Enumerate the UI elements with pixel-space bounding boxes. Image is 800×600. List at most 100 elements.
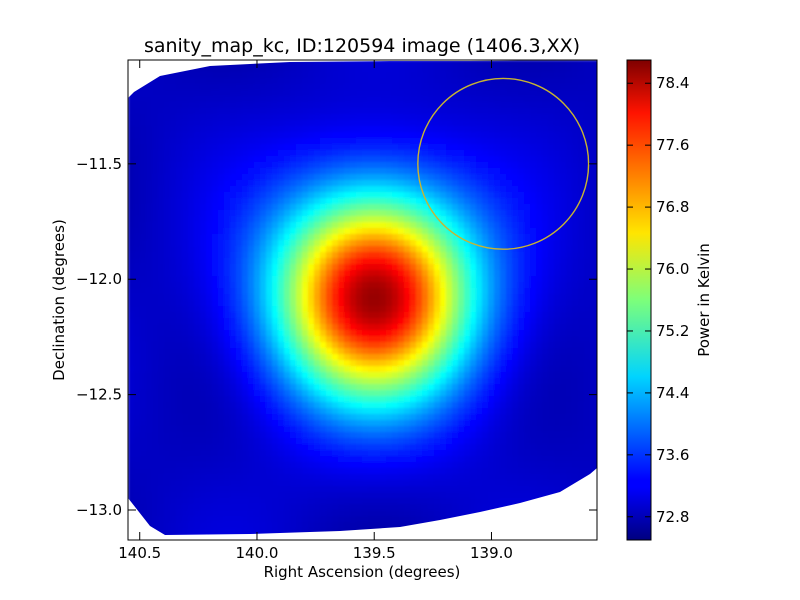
heatmap-cell <box>416 396 423 403</box>
heatmap-cell <box>218 234 225 241</box>
heatmap-cell <box>242 108 249 115</box>
heatmap-cell <box>200 144 207 151</box>
heatmap-cell <box>278 156 285 163</box>
heatmap-cell <box>386 168 393 175</box>
heatmap-cell <box>128 168 135 175</box>
heatmap-cell <box>128 438 135 445</box>
heatmap-cell <box>248 348 255 355</box>
heatmap-cell <box>458 294 465 301</box>
heatmap-cell <box>242 360 249 367</box>
heatmap-cell <box>548 336 555 343</box>
heatmap-cell <box>524 312 531 319</box>
heatmap-cell <box>518 84 525 91</box>
heatmap-cell <box>320 420 327 427</box>
heatmap-cell <box>284 246 291 253</box>
heatmap-cell <box>308 66 315 73</box>
heatmap-cell <box>206 132 213 139</box>
heatmap-cell <box>230 156 237 163</box>
heatmap-cell <box>302 306 309 313</box>
heatmap-cell <box>146 402 153 409</box>
heatmap-cell <box>590 264 597 271</box>
heatmap-cell <box>224 276 231 283</box>
heatmap-cell <box>410 150 417 157</box>
heatmap-cell <box>230 396 237 403</box>
heatmap-cell <box>308 270 315 277</box>
heatmap-cell <box>518 378 525 385</box>
heatmap-cell <box>374 150 381 157</box>
heatmap-cell <box>416 240 423 247</box>
heatmap-cell <box>266 156 273 163</box>
heatmap-cell <box>356 390 363 397</box>
heatmap-cell <box>146 126 153 133</box>
heatmap-cell <box>578 420 585 427</box>
heatmap-cell <box>434 180 441 187</box>
heatmap-cell <box>278 342 285 349</box>
heatmap-cell <box>494 282 501 289</box>
heatmap-cell <box>140 138 147 145</box>
heatmap-cell <box>500 384 507 391</box>
heatmap-cell <box>236 90 243 97</box>
heatmap-cell <box>176 240 183 247</box>
heatmap-cell <box>356 288 363 295</box>
heatmap-cell <box>140 192 147 199</box>
heatmap-cell <box>590 192 597 199</box>
heatmap-cell <box>302 108 309 115</box>
heatmap-cell <box>254 312 261 319</box>
heatmap-cell <box>224 162 231 169</box>
heatmap-cell <box>542 288 549 295</box>
heatmap-cell <box>542 282 549 289</box>
heatmap-cell <box>266 324 273 331</box>
heatmap-cell <box>590 120 597 127</box>
heatmap-cell <box>470 330 477 337</box>
heatmap-cell <box>356 192 363 199</box>
heatmap-cell <box>320 90 327 97</box>
heatmap-cell <box>548 252 555 259</box>
heatmap-cell <box>554 360 561 367</box>
heatmap-cell <box>506 180 513 187</box>
heatmap-cell <box>440 420 447 427</box>
heatmap-cell <box>224 390 231 397</box>
heatmap-cell <box>134 438 141 445</box>
heatmap-cell <box>134 120 141 127</box>
heatmap-cell <box>578 60 585 67</box>
heatmap-cell <box>242 276 249 283</box>
heatmap-cell <box>194 174 201 181</box>
heatmap-cell <box>410 210 417 217</box>
heatmap-cell <box>344 342 351 349</box>
heatmap-cell <box>554 300 561 307</box>
heatmap-cell <box>428 108 435 115</box>
heatmap-cell <box>488 246 495 253</box>
heatmap-cell <box>386 300 393 307</box>
heatmap-cell <box>386 258 393 265</box>
heatmap-cell <box>476 348 483 355</box>
heatmap-cell <box>428 132 435 139</box>
heatmap-cell <box>584 402 591 409</box>
heatmap-cell <box>548 186 555 193</box>
heatmap-cell <box>500 156 507 163</box>
heatmap-cell <box>536 426 543 433</box>
heatmap-cell <box>446 366 453 373</box>
heatmap-cell <box>272 204 279 211</box>
heatmap-cell <box>416 168 423 175</box>
heatmap-cell <box>452 258 459 265</box>
heatmap-cell <box>146 426 153 433</box>
heatmap-cell <box>302 408 309 415</box>
heatmap-cell <box>164 420 171 427</box>
heatmap-cell <box>290 336 297 343</box>
heatmap-cell <box>146 216 153 223</box>
heatmap-cell <box>512 324 519 331</box>
heatmap-cell <box>386 360 393 367</box>
heatmap-cell <box>230 372 237 379</box>
heatmap-cell <box>536 294 543 301</box>
heatmap-cell <box>320 432 327 439</box>
heatmap-cell <box>284 414 291 421</box>
heatmap-cell <box>488 276 495 283</box>
heatmap-cell <box>422 360 429 367</box>
heatmap-cell <box>182 420 189 427</box>
heatmap-cell <box>566 108 573 115</box>
heatmap-cell <box>584 240 591 247</box>
heatmap-cell <box>200 330 207 337</box>
heatmap-cell <box>212 168 219 175</box>
heatmap-cell <box>392 348 399 355</box>
heatmap-cell <box>284 420 291 427</box>
